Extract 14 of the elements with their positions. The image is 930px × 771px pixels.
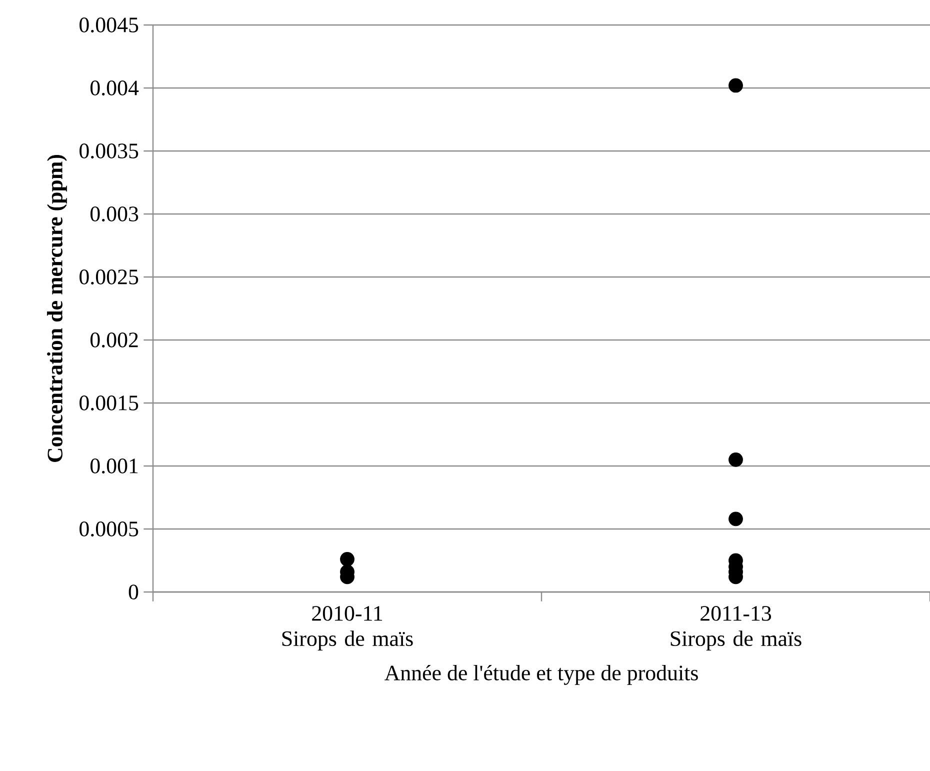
y-tick-label: 0.002 (90, 332, 138, 348)
y-tick-label: 0 (128, 584, 138, 600)
y-tick-label: 0.004 (90, 80, 139, 96)
y-tick-label: 0.0045 (80, 18, 138, 32)
y-tick-label: 0.0015 (80, 396, 138, 410)
y-tick-label: 0.003 (90, 206, 138, 222)
x-tick-label: 2010-11 Sirops de maïs (282, 606, 413, 651)
y-axis-title: Concentration de mercure (ppm) (47, 154, 67, 462)
y-tick-label: 0.0035 (80, 144, 138, 158)
x-axis-title: Année de l'étude et type de produits (384, 664, 698, 685)
y-tick-label: 0.0005 (80, 522, 138, 536)
y-tick-label: 0.001 (90, 458, 138, 474)
y-tick-label: 0.0025 (80, 270, 138, 284)
x-tick-label: 2011-13 Sirops de maïs (670, 606, 802, 651)
